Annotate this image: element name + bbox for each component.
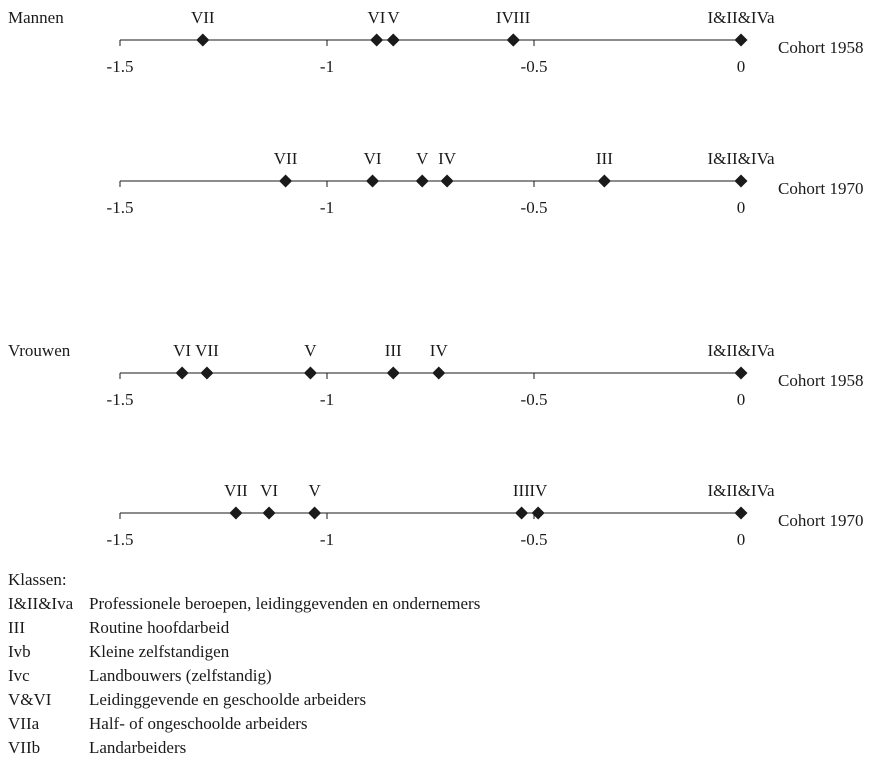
cohort-label: Cohort 1958 xyxy=(778,371,863,390)
data-point-marker xyxy=(366,174,380,188)
data-point-marker xyxy=(262,506,276,520)
data-point-label: V xyxy=(416,149,429,168)
data-point-label: I&II&IVa xyxy=(707,149,774,168)
data-point-label: IV xyxy=(496,8,515,27)
data-point-label: III xyxy=(513,481,530,500)
data-point-label: IV xyxy=(438,149,457,168)
legend-description: Landarbeiders xyxy=(89,738,187,757)
tick-label: 0 xyxy=(737,530,746,549)
data-point-marker xyxy=(734,33,748,47)
data-point-marker xyxy=(531,506,545,520)
legend-item-3: Ivc Landbouwers (zelfstandig) xyxy=(8,664,480,688)
data-point-label: III xyxy=(385,341,402,360)
tick-label: -0.5 xyxy=(521,57,548,76)
data-point-label: I&II&IVa xyxy=(707,341,774,360)
legend-code: V&VI xyxy=(8,690,52,709)
data-point-marker xyxy=(200,366,214,380)
data-point-marker xyxy=(415,174,429,188)
data-point-label: VII xyxy=(224,481,248,500)
legend-description: Landbouwers (zelfstandig) xyxy=(89,666,272,685)
tick-label: 0 xyxy=(737,390,746,409)
legend-code: VIIa xyxy=(8,714,40,733)
data-point-marker xyxy=(432,366,446,380)
legend-item-2: Ivb Kleine zelfstandigen xyxy=(8,640,480,664)
tick-label: -0.5 xyxy=(521,390,548,409)
tick-label: -1.5 xyxy=(107,530,134,549)
tick-label: 0 xyxy=(737,198,746,217)
legend-title: Klassen: xyxy=(8,570,67,589)
data-point-label: III xyxy=(596,149,613,168)
data-point-label: VI xyxy=(173,341,191,360)
legend-code: VIIb xyxy=(8,738,41,757)
tick-label: -0.5 xyxy=(521,198,548,217)
cohort-label: Cohort 1970 xyxy=(778,179,863,198)
data-point-marker xyxy=(386,366,400,380)
tick-label: -1 xyxy=(320,390,334,409)
data-point-marker xyxy=(734,174,748,188)
data-point-label: I&II&IVa xyxy=(707,481,774,500)
tick-label: -1.5 xyxy=(107,57,134,76)
data-point-marker xyxy=(303,366,317,380)
data-point-label: III xyxy=(513,8,530,27)
data-point-label: VII xyxy=(274,149,298,168)
tick-label: -1 xyxy=(320,530,334,549)
tick-label: -1 xyxy=(320,57,334,76)
data-point-marker xyxy=(506,33,520,47)
legend-description: Half- of ongeschoolde arbeiders xyxy=(89,714,308,733)
data-point-marker xyxy=(279,174,293,188)
legend-item-6: VIIb Landarbeiders xyxy=(8,736,480,760)
data-point-label: VII xyxy=(195,341,219,360)
data-point-marker xyxy=(734,366,748,380)
legend: Klassen: I&II&Iva Professionele beroepen… xyxy=(8,568,480,760)
data-point-marker xyxy=(515,506,529,520)
legend-description: Routine hoofdarbeid xyxy=(89,618,230,637)
tick-label: -0.5 xyxy=(521,530,548,549)
legend-item-0: I&II&Iva Professionele beroepen, leiding… xyxy=(8,592,480,616)
cohort-label: Cohort 1970 xyxy=(778,511,863,530)
legend-description: Leidinggevende en geschoolde arbeiders xyxy=(89,690,367,709)
data-point-label: V xyxy=(304,341,317,360)
tick-label: -1.5 xyxy=(107,390,134,409)
tick-label: -1.5 xyxy=(107,198,134,217)
data-point-label: V xyxy=(387,8,400,27)
data-point-label: VI xyxy=(364,149,382,168)
legend-code: Ivb xyxy=(8,642,31,661)
data-point-marker xyxy=(196,33,210,47)
data-point-marker xyxy=(597,174,611,188)
legend-description: Kleine zelfstandigen xyxy=(89,642,230,661)
legend-item-5: VIIa Half- of ongeschoolde arbeiders xyxy=(8,712,480,736)
data-point-marker xyxy=(386,33,400,47)
data-point-label: IV xyxy=(430,341,449,360)
group-label: Mannen xyxy=(8,8,64,27)
data-point-label: I&II&IVa xyxy=(707,8,774,27)
legend-item-1: III Routine hoofdarbeid xyxy=(8,616,480,640)
data-point-marker xyxy=(440,174,454,188)
legend-code: III xyxy=(8,618,25,637)
data-point-label: IV xyxy=(529,481,548,500)
legend-code: I&II&Iva xyxy=(8,594,74,613)
data-point-label: VI xyxy=(260,481,278,500)
data-point-marker xyxy=(370,33,384,47)
data-point-marker xyxy=(229,506,243,520)
data-point-label: V xyxy=(308,481,321,500)
legend-code: Ivc xyxy=(8,666,30,685)
data-point-label: VI xyxy=(367,8,385,27)
group-label: Vrouwen xyxy=(8,341,71,360)
tick-label: 0 xyxy=(737,57,746,76)
data-point-marker xyxy=(734,506,748,520)
legend-description: Professionele beroepen, leidinggevenden … xyxy=(89,594,481,613)
legend-item-4: V&VI Leidinggevende en geschoolde arbeid… xyxy=(8,688,480,712)
cohort-label: Cohort 1958 xyxy=(778,38,863,57)
data-point-marker xyxy=(175,366,189,380)
tick-label: -1 xyxy=(320,198,334,217)
data-point-label: VII xyxy=(191,8,215,27)
data-point-marker xyxy=(308,506,322,520)
